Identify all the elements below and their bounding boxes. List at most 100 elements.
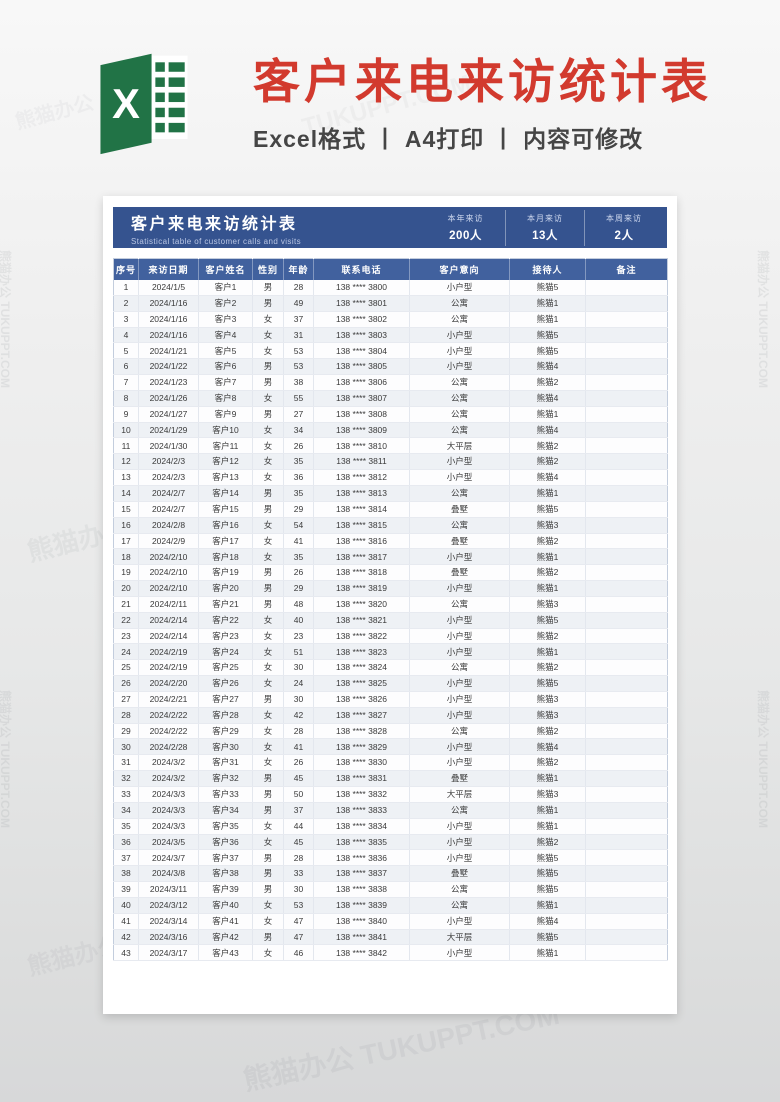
table-cell: 公寓: [409, 802, 510, 819]
table-row: 32 2024/3/2 客户32 男 45 138 **** 3831 叠墅 熊猫1: [113, 770, 668, 787]
table-cell: 138 **** 3816: [313, 533, 410, 550]
table-cell: [585, 754, 668, 772]
table-body: 1 2024/1/5 客户1 男 28 138 **** 3800 小户型 熊猫5 2 2024/…: [113, 279, 668, 962]
table-cell: 138 **** 3809: [313, 422, 410, 439]
table-cell: 2024/1/22: [138, 358, 199, 376]
stat-value: 13人: [532, 229, 558, 242]
table-cell: 40: [283, 612, 314, 629]
table-cell: 女: [252, 834, 284, 851]
table-cell: 2024/2/22: [138, 707, 199, 724]
table-cell: 138 **** 3803: [313, 327, 410, 344]
table-cell: 7: [113, 374, 139, 391]
table-cell: 2024/3/2: [138, 770, 199, 787]
table-cell: 客户5: [198, 342, 253, 360]
table-cell: 2: [113, 295, 139, 312]
table-row: 4 2024/1/16 客户4 女 31 138 **** 3803 小户型 熊猫5: [113, 327, 668, 344]
table-cell: 客户19: [198, 564, 253, 582]
table-cell: 女: [252, 548, 284, 566]
table-cell: 客户25: [198, 659, 253, 677]
table-cell: 2024/2/11: [138, 596, 199, 613]
table-cell: 39: [113, 881, 139, 898]
table-cell: 女: [252, 453, 284, 471]
table-cell: 客户17: [198, 533, 253, 550]
table-cell: 熊猫5: [509, 327, 586, 344]
table-cell: 138 **** 3819: [313, 580, 410, 597]
table-cell: 2024/2/21: [138, 691, 199, 708]
table-cell: 熊猫2: [509, 659, 586, 677]
table-cell: 男: [252, 564, 284, 582]
table-cell: 47: [283, 913, 314, 930]
table-cell: 30: [283, 659, 314, 677]
table-cell: 叠墅: [409, 865, 510, 883]
table-cell: [585, 580, 668, 597]
table-cell: 15: [113, 501, 139, 518]
table-cell: 熊猫1: [509, 818, 586, 835]
table-cell: 公寓: [409, 485, 510, 502]
table-cell: 客户27: [198, 691, 253, 708]
table-cell: 9: [113, 406, 139, 423]
table-cell: 49: [283, 295, 314, 312]
table-cell: 女: [252, 422, 284, 439]
table-cell: 小户型: [409, 358, 510, 376]
table-cell: 2024/3/11: [138, 881, 199, 898]
table-cell: 客户33: [198, 786, 253, 803]
table-row: 29 2024/2/22 客户29 女 28 138 **** 3828 公寓 熊猫2: [113, 723, 668, 740]
table-cell: 50: [283, 786, 314, 803]
table-cell: 27: [283, 406, 314, 423]
table-row: 7 2024/1/23 客户7 男 38 138 **** 3806 公寓 熊猫2: [113, 374, 668, 391]
table-row: 43 2024/3/17 客户43 女 46 138 **** 3842 小户型 熊猫1: [113, 944, 668, 962]
table-cell: 138 **** 3808: [313, 406, 410, 423]
table-cell: 30: [283, 691, 314, 708]
table-cell: 客户26: [198, 675, 253, 692]
table-cell: 55: [283, 390, 314, 407]
table-cell: 熊猫1: [509, 295, 586, 312]
table-cell: 2024/1/29: [138, 422, 199, 439]
table-cell: 138 **** 3817: [313, 548, 410, 566]
table-cell: 1: [113, 279, 139, 296]
table-cell: 2024/2/14: [138, 612, 199, 629]
table-cell: [585, 849, 668, 867]
table-cell: 熊猫4: [509, 913, 586, 930]
table-cell: 公寓: [409, 406, 510, 423]
table-cell: 客户15: [198, 501, 253, 518]
table-cell: 女: [252, 469, 284, 486]
table-cell: 138 **** 3802: [313, 311, 410, 328]
table-row: 5 2024/1/21 客户5 女 53 138 **** 3804 小户型 熊猫5: [113, 342, 668, 360]
table-cell: 大平层: [409, 437, 510, 455]
stats-container: 本年来访 200人 本月来访 13人 本周来访 2人: [426, 209, 667, 246]
table-cell: 公寓: [409, 422, 510, 439]
table-cell: 熊猫4: [509, 390, 586, 407]
table-cell: [585, 469, 668, 486]
table-cell: 138 **** 3840: [313, 913, 410, 930]
table-cell: 138 **** 3826: [313, 691, 410, 708]
table-cell: 客户43: [198, 944, 253, 962]
table-row: 20 2024/2/10 客户20 男 29 138 **** 3819 小户型 熊猫1: [113, 580, 668, 597]
column-header: 年龄: [283, 258, 314, 280]
table-cell: 138 **** 3810: [313, 437, 410, 455]
table-cell: 2024/2/3: [138, 469, 199, 486]
table-cell: 30: [283, 881, 314, 898]
table-cell: 男: [252, 485, 284, 502]
table-cell: 公寓: [409, 311, 510, 328]
table-cell: 138 **** 3811: [313, 453, 410, 471]
watermark-text: 熊猫办公 TUKUPPT.COM: [0, 690, 12, 829]
table-cell: 23: [113, 628, 139, 645]
table-row: 23 2024/2/14 客户23 女 23 138 **** 3822 小户型 熊猫2: [113, 628, 668, 645]
table-cell: 36: [113, 834, 139, 851]
table-cell: 11: [113, 437, 139, 455]
table-cell: 男: [252, 501, 284, 518]
table-cell: [585, 533, 668, 550]
table-cell: 小户型: [409, 754, 510, 772]
table-cell: 客户14: [198, 485, 253, 502]
table-cell: 26: [283, 754, 314, 772]
table-cell: 小户型: [409, 738, 510, 756]
table-cell: 2024/2/8: [138, 517, 199, 534]
table-cell: 53: [283, 342, 314, 360]
table-cell: 熊猫4: [509, 469, 586, 486]
table-cell: 公寓: [409, 517, 510, 534]
table-cell: 26: [283, 564, 314, 582]
table-cell: [585, 612, 668, 629]
table-cell: 40: [113, 897, 139, 914]
table-cell: 女: [252, 723, 284, 740]
table-cell: 138 **** 3834: [313, 818, 410, 835]
